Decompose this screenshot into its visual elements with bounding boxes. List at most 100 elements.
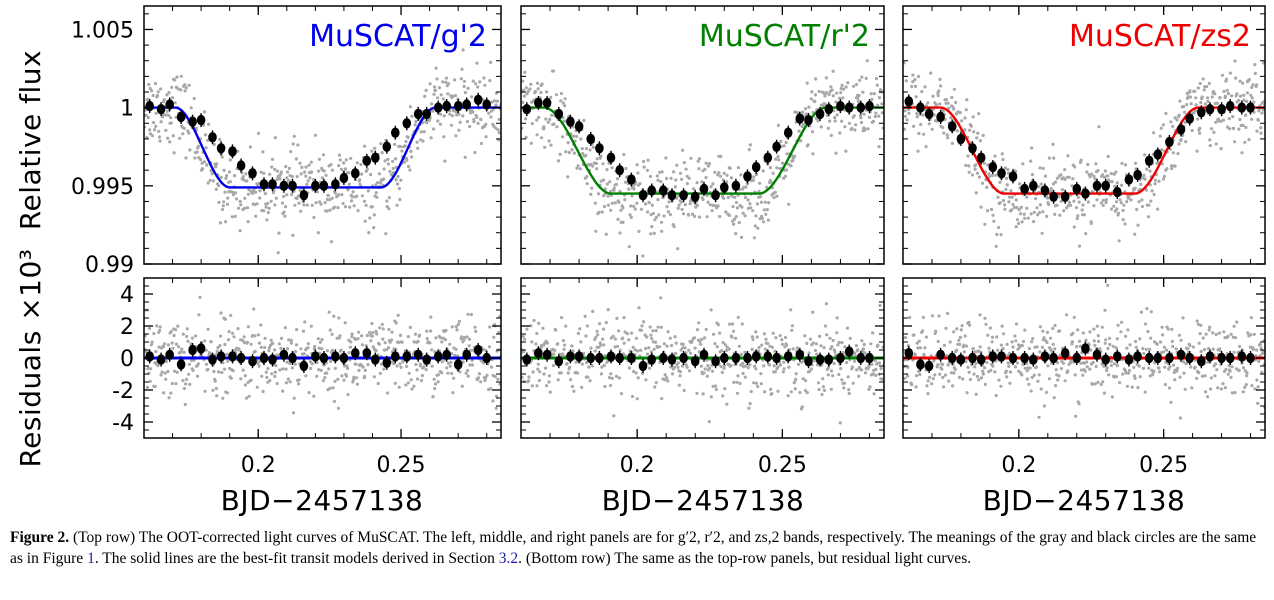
- unbinned-point: [734, 215, 738, 219]
- unbinned-point: [1035, 206, 1039, 210]
- unbinned-point: [718, 331, 722, 335]
- unbinned-point: [1046, 202, 1051, 206]
- unbinned-point: [431, 395, 435, 399]
- unbinned-point: [251, 191, 255, 195]
- unbinned-point: [964, 344, 969, 348]
- unbinned-point: [243, 374, 247, 378]
- unbinned-point: [1086, 200, 1090, 204]
- unbinned-point: [440, 340, 444, 344]
- unbinned-point: [1066, 154, 1070, 158]
- unbinned-point: [731, 204, 735, 209]
- unbinned-point: [797, 129, 801, 133]
- unbinned-point: [444, 76, 448, 80]
- unbinned-point: [1125, 200, 1129, 204]
- unbinned-point: [376, 181, 380, 185]
- unbinned-point: [1249, 316, 1253, 320]
- unbinned-point: [396, 313, 400, 317]
- plot-area-1-top: [521, 59, 884, 258]
- unbinned-point: [950, 141, 955, 145]
- unbinned-point: [296, 194, 301, 198]
- unbinned-point: [570, 344, 574, 348]
- unbinned-point: [578, 167, 582, 171]
- unbinned-point: [246, 220, 250, 224]
- unbinned-point: [206, 327, 210, 331]
- unbinned-point: [391, 166, 395, 171]
- unbinned-point: [923, 346, 927, 350]
- unbinned-point: [1249, 333, 1253, 337]
- unbinned-point: [790, 328, 794, 332]
- unbinned-point: [1228, 71, 1232, 75]
- unbinned-point: [1094, 364, 1098, 369]
- unbinned-point: [842, 386, 846, 390]
- unbinned-point: [1111, 344, 1115, 348]
- unbinned-point: [582, 118, 586, 123]
- unbinned-point: [1004, 187, 1008, 191]
- unbinned-point: [243, 383, 247, 387]
- unbinned-point: [414, 362, 418, 367]
- unbinned-point: [763, 200, 767, 204]
- unbinned-point: [162, 98, 166, 102]
- unbinned-point: [220, 155, 224, 159]
- unbinned-point: [963, 116, 967, 120]
- unbinned-point: [958, 335, 963, 339]
- unbinned-point: [1176, 152, 1180, 156]
- figure-caption: Figure 2. (Top row) The OOT-corrected li…: [10, 527, 1268, 569]
- unbinned-point: [994, 244, 998, 248]
- unbinned-point: [294, 343, 299, 347]
- unbinned-point: [547, 374, 552, 378]
- unbinned-point: [974, 191, 978, 195]
- caption-figure-link[interactable]: 1: [87, 550, 95, 567]
- unbinned-point: [212, 142, 216, 147]
- unbinned-point: [822, 388, 827, 392]
- unbinned-point: [225, 174, 229, 178]
- unbinned-point: [761, 169, 765, 173]
- unbinned-point: [835, 316, 839, 320]
- unbinned-point: [264, 370, 268, 374]
- unbinned-point: [822, 346, 826, 350]
- unbinned-point: [784, 140, 788, 145]
- unbinned-point: [601, 337, 605, 341]
- unbinned-point: [532, 318, 536, 323]
- unbinned-point: [1217, 331, 1221, 335]
- unbinned-point: [794, 372, 798, 376]
- unbinned-point: [1138, 337, 1142, 341]
- unbinned-point: [497, 117, 501, 121]
- unbinned-point: [665, 344, 669, 348]
- unbinned-point: [1213, 92, 1217, 96]
- unbinned-point: [1122, 203, 1126, 207]
- unbinned-point: [818, 334, 822, 338]
- unbinned-point: [379, 362, 384, 366]
- unbinned-point: [622, 152, 626, 157]
- unbinned-point: [829, 85, 833, 89]
- unbinned-point: [1116, 211, 1121, 215]
- unbinned-point: [1142, 173, 1146, 177]
- unbinned-point: [291, 142, 295, 146]
- unbinned-point: [1196, 117, 1200, 121]
- unbinned-point: [835, 113, 839, 117]
- unbinned-point: [1008, 370, 1013, 374]
- unbinned-point: [221, 396, 225, 400]
- unbinned-point: [304, 374, 308, 378]
- unbinned-point: [623, 198, 627, 202]
- unbinned-point: [269, 338, 273, 342]
- unbinned-point: [1095, 198, 1099, 202]
- unbinned-point: [1030, 340, 1034, 344]
- unbinned-point: [572, 151, 577, 155]
- unbinned-point: [1256, 385, 1260, 389]
- caption-section-link[interactable]: 3.2: [498, 550, 519, 567]
- unbinned-point: [1076, 195, 1080, 199]
- unbinned-point: [1232, 126, 1236, 131]
- unbinned-point: [386, 346, 391, 350]
- unbinned-point: [400, 149, 404, 153]
- unbinned-point: [767, 201, 771, 205]
- unbinned-point: [176, 324, 180, 328]
- band-label-0: MuSCAT/g'2: [309, 19, 487, 54]
- unbinned-point: [1109, 363, 1113, 368]
- unbinned-point: [306, 342, 310, 346]
- unbinned-point: [850, 365, 855, 369]
- unbinned-point: [841, 96, 845, 100]
- unbinned-point: [804, 379, 808, 383]
- unbinned-point: [966, 154, 970, 158]
- unbinned-point: [190, 336, 194, 340]
- unbinned-point: [1008, 195, 1012, 199]
